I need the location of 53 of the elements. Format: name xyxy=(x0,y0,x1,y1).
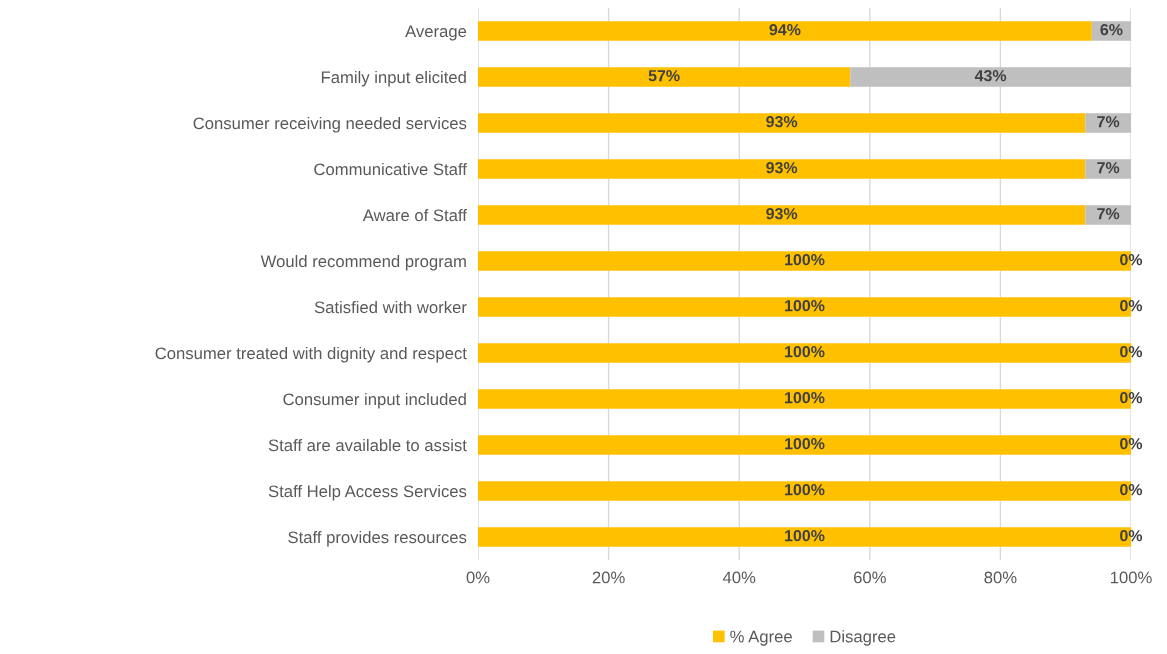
y-tick-label: Consumer treated with dignity and respect xyxy=(155,346,467,363)
data-label: 0% xyxy=(1120,483,1143,496)
bar xyxy=(478,113,1086,133)
data-label: 7% xyxy=(1097,162,1120,174)
y-tick-label: Family input elicited xyxy=(321,70,466,87)
data-label: 0% xyxy=(1120,299,1143,312)
legend-label: % Agree xyxy=(730,630,792,646)
x-tick-label: 0% xyxy=(466,571,490,584)
data-label: 93% xyxy=(766,161,798,174)
y-tick-label: Satisfied with worker xyxy=(314,300,467,314)
data-label: 43% xyxy=(974,69,1007,82)
data-label: 0% xyxy=(1120,391,1143,404)
data-label: 6% xyxy=(1100,23,1123,36)
x-tick-label: 80% xyxy=(984,571,1017,584)
data-label: 100% xyxy=(785,391,825,404)
y-tick-label: Staff Help Access Services xyxy=(268,484,467,501)
y-tick-label: Consumer input included xyxy=(283,392,466,409)
x-tick-label: 40% xyxy=(722,571,756,584)
bar xyxy=(1085,159,1131,179)
data-label: 100% xyxy=(785,345,825,358)
data-label: 0% xyxy=(1120,529,1143,542)
data-label: 7% xyxy=(1097,116,1120,128)
y-tick-label: Communicative Staff xyxy=(314,162,467,176)
bar xyxy=(1085,113,1131,133)
data-label: 0% xyxy=(1120,437,1143,450)
data-label: 100% xyxy=(785,437,825,450)
data-label: 100% xyxy=(785,253,825,266)
data-label: 100% xyxy=(785,529,825,542)
data-label: 7% xyxy=(1097,208,1120,220)
data-label: 57% xyxy=(648,70,680,82)
x-tick-label: 100% xyxy=(1110,571,1152,584)
bar xyxy=(478,21,1092,41)
bar xyxy=(478,67,851,87)
data-label: 0% xyxy=(1120,253,1143,266)
data-label: 93% xyxy=(766,207,798,220)
data-label: 94% xyxy=(769,23,801,36)
bar xyxy=(478,159,1086,179)
bar xyxy=(1085,205,1131,225)
y-tick-label: Staff provides resources xyxy=(288,530,467,547)
data-label: 100% xyxy=(785,299,825,312)
y-tick-label: Aware of Staff xyxy=(362,208,467,222)
data-label: 93% xyxy=(766,115,798,128)
bar xyxy=(478,205,1086,225)
data-label: 100% xyxy=(785,483,825,496)
legend-label: Disagree xyxy=(830,630,896,646)
y-tick-label: Consumer receiving needed services xyxy=(193,116,467,133)
data-label: 0% xyxy=(1120,345,1143,358)
x-tick-label: 20% xyxy=(592,571,625,584)
y-tick-label: Would recommend program xyxy=(260,254,466,271)
x-tick-label: 60% xyxy=(853,571,886,584)
y-tick-label: Staff are available to assist xyxy=(268,438,467,452)
y-tick-label: Average xyxy=(405,25,467,41)
bar xyxy=(850,67,1131,87)
